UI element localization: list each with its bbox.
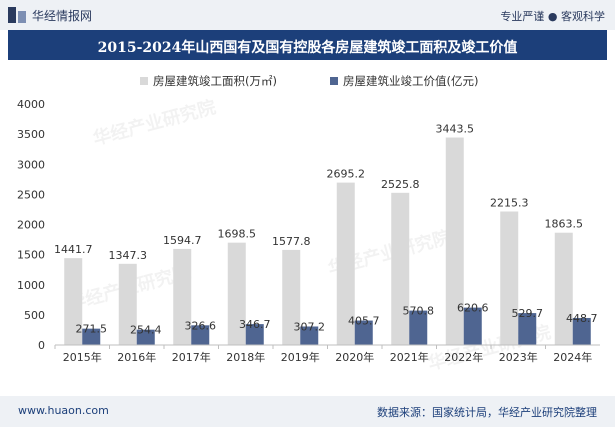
top-bar: 华经情报网 专业严谨 ● 客观科学 [0, 0, 615, 30]
legend-label: 房屋建筑业竣工价值(亿元) [343, 74, 478, 88]
x-tick-label: 2016年 [117, 350, 156, 364]
bar-area [336, 182, 355, 345]
y-tick-label: 2000 [17, 219, 45, 232]
bar-area [391, 192, 410, 345]
bar-value [245, 324, 264, 345]
bar-value [463, 307, 482, 345]
data-label-area: 3443.5 [436, 123, 475, 136]
data-label-value: 326.6 [185, 319, 217, 332]
footer-bar: www.huaon.com 数据来源：国家统计局，华经产业研究院整理 [0, 396, 615, 427]
x-tick-label: 2015年 [63, 350, 102, 364]
website-link[interactable]: www.huaon.com [18, 404, 109, 417]
x-axis: 2015年 2016年 2017年 2018年 2019年 2020年 2021年 2022年… [54, 344, 600, 364]
logo-icon [8, 7, 26, 23]
y-tick-label: 500 [24, 309, 45, 322]
data-label-area: 1347.3 [109, 249, 148, 262]
data-label-area: 1698.5 [218, 228, 257, 241]
y-tick-label: 1000 [17, 279, 45, 292]
x-tick-label: 2020年 [335, 350, 374, 364]
brand-name: 华经情报网 [32, 9, 93, 23]
bar-area [282, 249, 301, 345]
legend: 房屋建筑竣工面积(万㎡) 房屋建筑业竣工价值(亿元) [140, 74, 478, 88]
data-source: 数据来源：国家统计局，华经产业研究院整理 [377, 406, 597, 419]
legend-swatch [140, 77, 148, 85]
y-tick-label: 1500 [17, 249, 45, 262]
bar-value [136, 329, 155, 345]
data-label-area: 1441.7 [54, 243, 93, 256]
x-tick-label: 2023年 [499, 350, 538, 364]
bar-area [173, 248, 192, 345]
data-label-value: 346.7 [239, 318, 271, 331]
data-label-value: 620.6 [457, 302, 489, 315]
bar-area [64, 258, 83, 345]
y-tick-label: 0 [38, 339, 45, 352]
y-tick-label: 3500 [17, 128, 45, 141]
data-label-area: 1577.8 [272, 235, 311, 248]
bar-area [118, 263, 137, 345]
bar-value [354, 320, 373, 345]
y-tick-label: 3000 [17, 158, 45, 171]
data-label-value: 405.7 [348, 315, 380, 328]
data-label-area: 2525.8 [381, 178, 420, 191]
data-label-value: 271.5 [76, 323, 108, 336]
legend-label: 房屋建筑竣工面积(万㎡) [153, 74, 277, 88]
y-tick-label: 2500 [17, 188, 45, 201]
x-tick-label: 2022年 [444, 350, 483, 364]
data-label-value: 254.4 [130, 324, 162, 337]
bar-area [445, 137, 464, 345]
chart-title: 2015-2024年山西国有及国有控股各房屋建筑竣工面积及竣工价值 [97, 40, 518, 56]
bar-value [191, 325, 210, 345]
bar-value [300, 326, 319, 345]
x-tick-label: 2017年 [172, 350, 211, 364]
x-tick-label: 2021年 [390, 350, 429, 364]
data-label-area: 1863.5 [545, 218, 584, 231]
legend-swatch [330, 77, 338, 85]
y-tick-label: 4000 [17, 98, 45, 111]
bar-value [572, 317, 591, 345]
title-bar: 2015-2024年山西国有及国有控股各房屋建筑竣工面积及竣工价值 [8, 30, 607, 60]
bars-group: 1441.7 271.5 1347.3 254.4 1594.7 326.6 1698.5 3… [54, 123, 598, 345]
x-tick-label: 2024年 [553, 350, 592, 364]
data-label-value: 448.7 [566, 312, 598, 325]
watermark-text: 华经产业研究院 [91, 96, 218, 150]
data-label-value: 307.2 [294, 320, 326, 333]
data-label-value: 529.7 [512, 307, 544, 320]
bar-value [409, 310, 428, 345]
bar-value [82, 328, 101, 345]
slogan: 专业严谨 ● 客观科学 [500, 10, 605, 23]
bar-area [554, 232, 573, 345]
data-label-area: 2695.2 [327, 168, 366, 181]
bar-area [500, 211, 519, 345]
bar-area [227, 242, 246, 345]
x-tick-label: 2018年 [226, 350, 265, 364]
data-label-area: 2215.3 [490, 197, 529, 210]
y-axis: 0 500 1000 1500 2000 2500 3000 3500 4000 [17, 98, 45, 352]
bar-chart: 华经产业研究院华经产业研究院华经产业研究院华经产业研究院 房屋建筑竣工面积(万㎡… [17, 74, 600, 375]
bar-value [518, 313, 537, 345]
data-label-area: 1594.7 [163, 234, 202, 247]
data-label-value: 570.8 [403, 305, 435, 318]
x-tick-label: 2019年 [281, 350, 320, 364]
